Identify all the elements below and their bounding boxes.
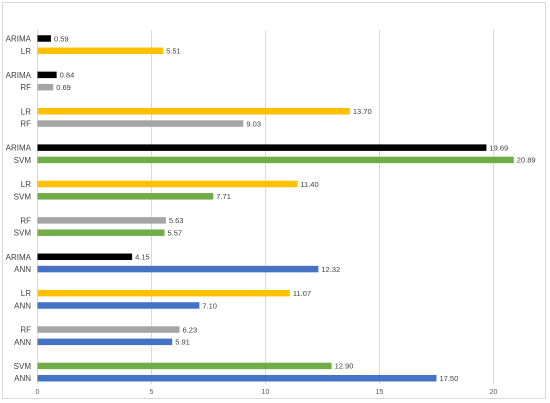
- category-label: RF: [20, 83, 31, 92]
- category-label: ARIMA: [6, 144, 32, 153]
- bar: [37, 289, 290, 297]
- data-label: 9.03: [246, 119, 261, 128]
- category-label: ANN: [14, 374, 31, 383]
- data-label: 5.57: [167, 229, 182, 238]
- data-label: 19.69: [489, 143, 508, 152]
- bar: [37, 144, 487, 151]
- category-label: ARIMA: [6, 35, 32, 44]
- data-label: 20.89: [517, 156, 536, 165]
- bar: [37, 326, 180, 333]
- data-label: 7.10: [202, 301, 217, 310]
- bar: [37, 71, 57, 79]
- category-label: ANN: [14, 338, 31, 347]
- category-label: LR: [21, 289, 31, 298]
- category-label: RF: [20, 216, 31, 225]
- bar: [37, 47, 164, 55]
- data-label: 12.90: [335, 362, 354, 371]
- data-label: 4.15: [135, 253, 150, 262]
- data-label: 5.51: [166, 47, 181, 56]
- bar: [37, 362, 332, 370]
- bar: [37, 217, 166, 224]
- x-tick-label: 20: [490, 389, 498, 396]
- data-label: 7.71: [216, 192, 231, 201]
- bar: [37, 193, 214, 200]
- bar: [37, 156, 514, 164]
- bar: [37, 229, 165, 236]
- bar: [37, 108, 350, 115]
- category-label: ARIMA: [6, 71, 32, 80]
- category-label: ANN: [14, 265, 31, 274]
- bar: [37, 265, 319, 273]
- category-label: SVM: [14, 229, 32, 238]
- data-label: 13.70: [353, 107, 372, 116]
- x-tick-label: 15: [376, 389, 384, 396]
- data-label: 6.23: [183, 325, 198, 334]
- category-label: LR: [21, 107, 31, 116]
- bar: [37, 120, 244, 127]
- category-label: ANN: [14, 301, 31, 310]
- category-label: SVM: [14, 156, 32, 165]
- data-label: 5.91: [175, 338, 190, 347]
- data-label: 11.07: [293, 289, 311, 298]
- data-label: 5.63: [169, 216, 184, 225]
- data-label: 11.40: [300, 180, 318, 189]
- x-tick-label: 10: [262, 389, 270, 396]
- category-label: SVM: [14, 362, 32, 371]
- data-label: 0.59: [54, 34, 69, 43]
- category-label: RF: [20, 120, 31, 129]
- bar: [37, 180, 298, 188]
- bar: [37, 302, 200, 309]
- data-label: 17.50: [440, 374, 459, 383]
- data-label: 12.32: [321, 265, 340, 274]
- data-label: 0.69: [56, 83, 71, 92]
- data-label: 0.84: [60, 71, 75, 80]
- x-tick-label: 0: [36, 389, 40, 396]
- bar: [37, 35, 51, 42]
- x-tick-label: 5: [150, 389, 154, 396]
- category-label: RF: [20, 326, 31, 335]
- bar: [37, 374, 437, 382]
- category-label: LR: [21, 47, 31, 56]
- category-label: SVM: [14, 192, 32, 201]
- bar: [37, 83, 54, 91]
- category-label: ARIMA: [6, 253, 32, 262]
- category-label: LR: [21, 180, 31, 189]
- chart-frame: [2, 2, 546, 399]
- bar: [37, 253, 133, 261]
- bar: [37, 338, 173, 346]
